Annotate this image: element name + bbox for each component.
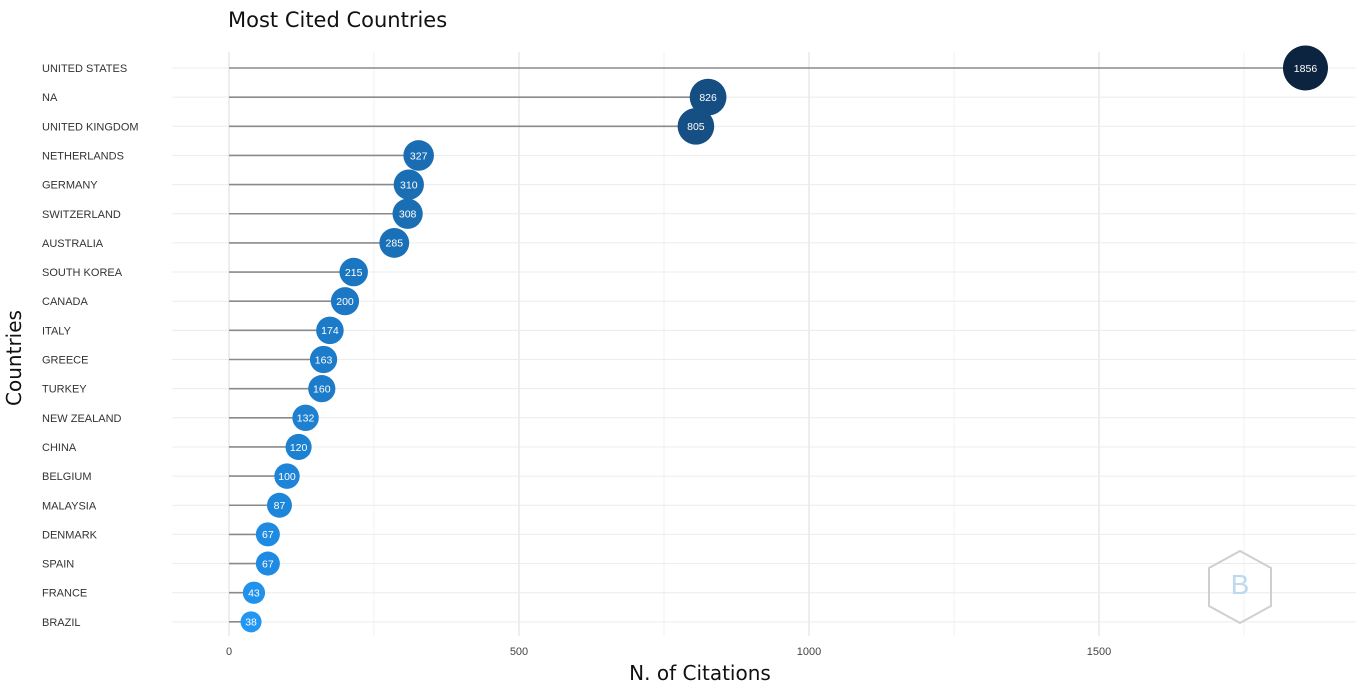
lollipop-dot bbox=[677, 108, 715, 145]
y-tick-label: SOUTH KOREA bbox=[42, 267, 123, 279]
lollipop-dot bbox=[403, 140, 434, 171]
y-tick-label: ITALY bbox=[42, 325, 72, 337]
y-tick-label: TURKEY bbox=[42, 384, 87, 396]
data-label: 327 bbox=[410, 150, 428, 162]
y-tick-label: DENMARK bbox=[42, 529, 98, 541]
x-tick-label: 1000 bbox=[797, 646, 821, 658]
lollipop-dot bbox=[242, 581, 266, 604]
lollipop-dot bbox=[292, 404, 319, 432]
data-label: 38 bbox=[245, 617, 257, 629]
data-label: 67 bbox=[262, 529, 274, 541]
svg-text:B: B bbox=[1231, 569, 1250, 600]
data-label: 67 bbox=[262, 558, 274, 570]
data-label: 120 bbox=[290, 442, 308, 454]
lollipop-dot bbox=[392, 198, 423, 229]
y-tick-label: NA bbox=[42, 92, 58, 104]
y-tick-label: UNITED KINGDOM bbox=[42, 121, 139, 133]
x-tick-label: 1500 bbox=[1087, 646, 1111, 658]
lollipop-dot bbox=[308, 375, 336, 403]
y-tick-label: AUSTRALIA bbox=[42, 238, 104, 250]
data-label: 805 bbox=[687, 121, 705, 133]
data-label: 163 bbox=[315, 354, 333, 366]
watermark-logo: B bbox=[1208, 549, 1272, 625]
y-tick-label: MALAYSIA bbox=[42, 500, 97, 512]
x-axis-label: N. of Citations bbox=[629, 661, 771, 685]
lollipop-dot bbox=[339, 257, 368, 287]
lollipop-dot bbox=[309, 345, 338, 374]
y-tick-label: CHINA bbox=[42, 442, 77, 454]
lollipop-dot bbox=[330, 287, 360, 316]
lollipop-dot bbox=[255, 522, 280, 547]
data-label: 826 bbox=[699, 92, 717, 104]
lollipop-dot bbox=[255, 551, 280, 576]
data-label: 87 bbox=[274, 500, 286, 512]
y-tick-label: FRANCE bbox=[42, 588, 87, 600]
y-tick-label: NEW ZEALAND bbox=[42, 413, 122, 425]
x-tick-label: 0 bbox=[226, 646, 232, 658]
y-tick-label: BRAZIL bbox=[42, 617, 81, 629]
lollipop-dot bbox=[285, 433, 312, 460]
data-label: 308 bbox=[399, 209, 417, 221]
data-label: 1856 bbox=[1294, 63, 1318, 75]
lollipop-dot bbox=[379, 227, 410, 258]
data-label: 174 bbox=[321, 325, 339, 337]
data-label: 285 bbox=[386, 238, 404, 250]
data-label: 200 bbox=[336, 296, 354, 308]
y-tick-label: NETHERLANDS bbox=[42, 150, 124, 162]
x-tick-label: 500 bbox=[510, 646, 528, 658]
data-label: 215 bbox=[345, 267, 363, 279]
lollipop-dot bbox=[316, 316, 344, 345]
lollipop-dot bbox=[1282, 45, 1328, 91]
data-label: 132 bbox=[297, 413, 315, 425]
y-tick-label: GERMANY bbox=[42, 180, 98, 192]
lollipop-dot bbox=[689, 78, 727, 116]
y-tick-label: CANADA bbox=[42, 296, 89, 308]
y-tick-label: UNITED STATES bbox=[42, 63, 127, 75]
data-label: 43 bbox=[248, 588, 260, 600]
data-label: 160 bbox=[313, 383, 331, 395]
y-tick-label: BELGIUM bbox=[42, 471, 92, 483]
data-label: 310 bbox=[400, 179, 418, 191]
lollipop-dot bbox=[240, 611, 262, 633]
y-tick-label: GREECE bbox=[42, 355, 88, 367]
y-tick-label: SPAIN bbox=[42, 559, 74, 571]
lollipop-dot bbox=[393, 169, 424, 200]
data-label: 100 bbox=[278, 471, 296, 483]
chart-title: Most Cited Countries bbox=[228, 8, 448, 32]
lollipop-dot bbox=[274, 463, 300, 489]
lollipop-dot bbox=[266, 492, 292, 518]
y-tick-label: SWITZERLAND bbox=[42, 209, 121, 221]
